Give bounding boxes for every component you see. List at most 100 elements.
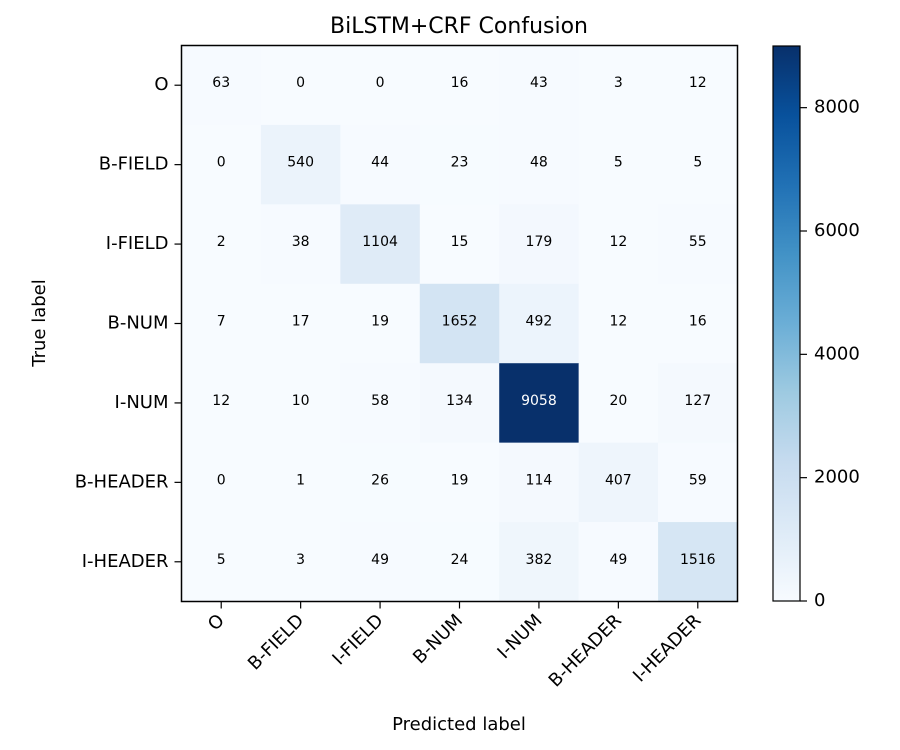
- heatmap-cell: [578, 283, 659, 364]
- heatmap-cell: [419, 45, 500, 126]
- heatmap-cell: [181, 124, 262, 205]
- cell-value-label: 2: [217, 234, 226, 250]
- cell-value-label: 24: [451, 552, 469, 568]
- heatmap-cell: [419, 204, 500, 285]
- cell-value-label: 15: [451, 234, 469, 250]
- heatmap-cells: [181, 45, 738, 602]
- heatmap-cell: [260, 522, 341, 602]
- heatmap-cell: [340, 363, 421, 444]
- cell-value-label: 1652: [442, 314, 478, 330]
- heatmap-cell: [260, 442, 341, 523]
- cell-value-label: 58: [371, 393, 389, 409]
- heatmap-cell: [658, 45, 738, 126]
- cell-value-label: 26: [371, 472, 389, 488]
- heatmap-cell: [419, 283, 500, 364]
- heatmap-cell: [340, 124, 421, 205]
- colorbar-ticks: 0 2000 4000 6000 8000: [800, 97, 860, 611]
- cell-value-label: 7: [217, 314, 226, 330]
- heatmap-cell: [181, 45, 262, 126]
- heatmap-cell: [578, 363, 659, 444]
- colorbar-tick-label: 8000: [814, 97, 860, 118]
- x-tick-label: I-HEADER: [629, 610, 705, 686]
- cell-value-label: 0: [376, 75, 385, 91]
- cell-value-label: 17: [292, 314, 310, 330]
- heatmap-cell: [181, 204, 262, 285]
- heatmap-cell: [260, 363, 341, 444]
- heatmap-cell: [578, 204, 659, 285]
- cell-value-label: 12: [689, 75, 707, 91]
- cell-value-label: 382: [526, 552, 553, 568]
- cell-value-label: 5: [217, 552, 226, 568]
- x-axis-label: Predicted label: [392, 714, 526, 735]
- x-tick-label: B-NUM: [409, 610, 467, 668]
- chart-title: BiLSTM+CRF Confusion: [330, 14, 588, 39]
- y-tick-label: B-FIELD: [99, 154, 169, 175]
- cell-value-label: 59: [689, 472, 707, 488]
- cell-value-label: 1: [296, 472, 305, 488]
- y-tick-label: I-HEADER: [82, 551, 169, 572]
- heatmap-cell: [260, 124, 341, 205]
- cell-value-label: 49: [371, 552, 389, 568]
- heatmap-cell: [499, 442, 580, 523]
- cell-value-label: 492: [526, 314, 553, 330]
- cell-value-label: 134: [446, 393, 473, 409]
- heatmap-cell: [419, 124, 500, 205]
- colorbar-tick-label: 6000: [814, 220, 860, 241]
- cell-value-label: 44: [371, 155, 389, 171]
- x-tick-label: I-NUM: [493, 610, 546, 663]
- colorbar: [772, 45, 801, 602]
- cell-value-label: 0: [217, 472, 226, 488]
- heatmap-cell: [578, 522, 659, 602]
- cell-value-label: 3: [614, 75, 623, 91]
- heatmap-cell: [181, 363, 262, 444]
- heatmap-cell: [499, 522, 580, 602]
- colorbar-tick-label: 2000: [814, 467, 860, 488]
- cell-value-label: 9058: [521, 393, 557, 409]
- cell-value-label: 5: [693, 155, 702, 171]
- heatmap-cell: [340, 204, 421, 285]
- cell-value-label: 179: [526, 234, 553, 250]
- x-tick-label: O: [204, 610, 229, 635]
- heatmap-cell: [658, 522, 738, 602]
- y-tick-label: B-NUM: [107, 313, 168, 334]
- heatmap-cell: [578, 45, 659, 126]
- heatmap-cell: [181, 283, 262, 364]
- cell-value-label: 540: [287, 155, 314, 171]
- cell-value-label: 38: [292, 234, 310, 250]
- cell-value-label: 16: [451, 75, 469, 91]
- heatmap-cell: [658, 442, 738, 523]
- cell-value-label: 23: [451, 155, 469, 171]
- heatmap-cell: [658, 124, 738, 205]
- heatmap-cell: [340, 442, 421, 523]
- heatmap-cell: [340, 283, 421, 364]
- cell-value-label: 16: [689, 314, 707, 330]
- cell-value-label: 55: [689, 234, 707, 250]
- cell-value-label: 114: [526, 472, 553, 488]
- heatmap-cell: [658, 283, 738, 364]
- colorbar-tick-label: 4000: [814, 343, 860, 364]
- cell-value-label: 12: [609, 314, 627, 330]
- heatmap-cell: [340, 45, 421, 126]
- heatmap-cell: [260, 204, 341, 285]
- cell-value-label: 127: [684, 393, 711, 409]
- cell-value-label: 1516: [680, 552, 716, 568]
- y-tick-label: I-NUM: [115, 392, 169, 413]
- heatmap-cell: [260, 283, 341, 364]
- cell-value-label: 63: [212, 75, 230, 91]
- heatmap-cell: [419, 442, 500, 523]
- cell-value-label: 3: [296, 552, 305, 568]
- heatmap-cell: [499, 363, 580, 444]
- cell-value-label: 48: [530, 155, 548, 171]
- cell-value-label: 407: [605, 472, 632, 488]
- cell-value-label: 43: [530, 75, 548, 91]
- colorbar-tick-label: 0: [814, 590, 825, 611]
- heatmap-cell: [340, 522, 421, 602]
- cell-value-label: 5: [614, 155, 623, 171]
- cell-value-label: 0: [296, 75, 305, 91]
- heatmap-cell: [419, 522, 500, 602]
- x-tick-label: B-HEADER: [545, 610, 626, 691]
- cell-value-label: 12: [212, 393, 230, 409]
- heatmap-cell: [181, 442, 262, 523]
